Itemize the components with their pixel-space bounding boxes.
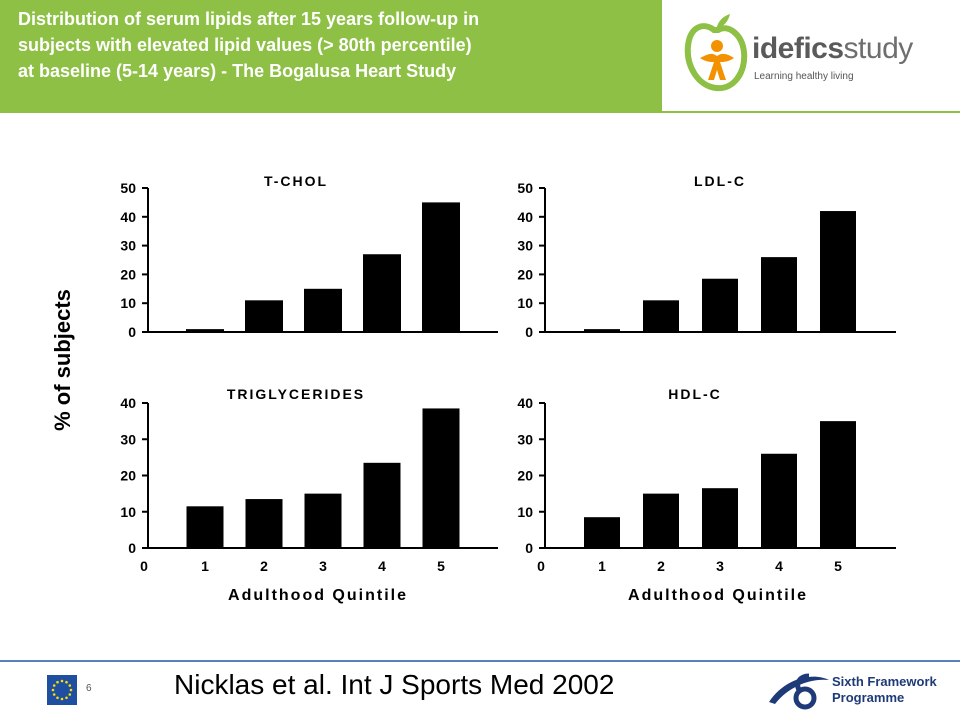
chart-title: T-CHOL — [264, 173, 328, 189]
y-tick-label: 40 — [120, 209, 136, 225]
y-tick-label: 0 — [525, 540, 533, 556]
y-tick-label: 50 — [120, 180, 136, 196]
bar-ldl-c-q5 — [820, 211, 856, 332]
fp6-emblem-icon — [769, 673, 829, 710]
bar-hdl-c-q3 — [702, 488, 738, 548]
header-band: Distribution of serum lipids after 15 ye… — [0, 0, 662, 113]
x-tick-label: 3 — [716, 558, 724, 574]
bar-hdl-c-q5 — [820, 421, 856, 548]
slide-title-line-1: Distribution of serum lipids after 15 ye… — [18, 9, 480, 29]
slide-title: Distribution of serum lipids after 15 ye… — [18, 6, 658, 84]
x-tick-label: 5 — [437, 558, 445, 574]
citation: Nicklas et al. Int J Sports Med 2002 — [174, 669, 615, 700]
bar-triglycerides-q5 — [422, 408, 460, 548]
y-tick-label: 20 — [517, 266, 533, 282]
logo-brand-light: study — [843, 32, 914, 65]
logo-wordmark: ideficsstudy — [752, 32, 913, 66]
y-tick-label: 20 — [120, 266, 136, 282]
x-axis-label: Adulthood Quintile — [228, 587, 408, 604]
y-tick-label: 30 — [120, 431, 136, 447]
x-axis-label: Adulthood Quintile — [628, 587, 808, 604]
y-tick-label: 50 — [517, 180, 533, 196]
bar-ldl-c-q4 — [761, 257, 797, 332]
bar-t-chol-q2 — [245, 300, 283, 332]
x-tick-label: 2 — [260, 558, 268, 574]
bar-triglycerides-q4 — [363, 462, 401, 548]
x-tick-label: 1 — [201, 558, 209, 574]
fp6-line-2: Programme — [832, 690, 905, 705]
y-tick-label: 40 — [517, 395, 533, 411]
y-tick-label: 0 — [128, 324, 136, 340]
bar-ldl-c-q2 — [643, 300, 679, 332]
x-tick-label: 4 — [378, 558, 386, 574]
slide-title-line-2: subjects with elevated lipid values (> 8… — [18, 35, 472, 55]
y-axis-label: % of subjects — [50, 289, 75, 431]
y-tick-label: 0 — [525, 324, 533, 340]
y-tick-label: 20 — [517, 468, 533, 484]
chart-t-chol: 0 10 20 30 40 50 T-CHOL — [120, 173, 498, 340]
chart-ldl-c: 0 10 20 30 40 50 LDL-C — [517, 173, 896, 340]
y-tick-label: 40 — [120, 395, 136, 411]
x-tick-label: 1 — [598, 558, 606, 574]
logo-tagline: Learning healthy living — [754, 71, 854, 82]
bar-hdl-c-q4 — [761, 453, 797, 548]
slide-title-line-3: at baseline (5-14 years) - The Bogalusa … — [18, 61, 457, 81]
fp6-label: Sixth Framework Programme — [832, 674, 937, 706]
bar-t-chol-q3 — [304, 288, 342, 332]
bar-triglycerides-q2 — [245, 499, 283, 548]
idefics-logo: ideficsstudy Learning healthy living — [684, 12, 934, 102]
logo-brand-bold: idefics — [752, 32, 844, 65]
x-tick-label: 0 — [537, 558, 545, 574]
bar-hdl-c-q2 — [643, 493, 679, 548]
bar-t-chol-q4 — [363, 254, 401, 332]
apple-figure-icon — [684, 14, 748, 92]
y-tick-label: 0 — [128, 540, 136, 556]
chart-title: TRIGLYCERIDES — [227, 386, 365, 402]
bar-ldl-c-q1 — [584, 329, 620, 332]
y-tick-label: 10 — [120, 504, 136, 520]
fp6-line-1: Sixth Framework — [832, 674, 937, 689]
bar-t-chol-q1 — [186, 329, 224, 332]
y-tick-label: 30 — [517, 431, 533, 447]
y-tick-label: 40 — [517, 209, 533, 225]
chart-title: HDL-C — [668, 386, 722, 402]
bar-t-chol-q5 — [422, 202, 460, 332]
bar-ldl-c-q3 — [702, 278, 738, 332]
y-tick-label: 10 — [120, 295, 136, 311]
bar-triglycerides-q3 — [304, 493, 342, 548]
y-tick-label: 30 — [517, 238, 533, 254]
footer-rule — [0, 660, 960, 662]
header-rule — [662, 111, 960, 113]
bar-triglycerides-q1 — [186, 506, 224, 548]
x-tick-label: 2 — [657, 558, 665, 574]
page-number: 6 — [86, 683, 92, 694]
x-tick-label: 0 — [140, 558, 148, 574]
chart-title: LDL-C — [694, 173, 746, 189]
y-tick-label: 20 — [120, 468, 136, 484]
fp6-logo: Sixth Framework Programme — [765, 670, 955, 714]
chart-triglycerides: 0 10 20 30 40 TRIGLYCERIDES 0 1 2 3 4 5 Adulthood Qu… — [120, 386, 498, 604]
chart-hdl-c: 0 10 20 30 40 HDL-C 0 1 2 3 4 5 Adulthood Quintile — [517, 386, 896, 604]
y-tick-label: 30 — [120, 238, 136, 254]
x-tick-label: 4 — [775, 558, 783, 574]
y-tick-label: 10 — [517, 504, 533, 520]
bar-hdl-c-q1 — [584, 517, 620, 548]
x-tick-label: 5 — [834, 558, 842, 574]
x-tick-label: 3 — [319, 558, 327, 574]
eu-flag-icon — [47, 675, 77, 705]
y-tick-label: 10 — [517, 295, 533, 311]
